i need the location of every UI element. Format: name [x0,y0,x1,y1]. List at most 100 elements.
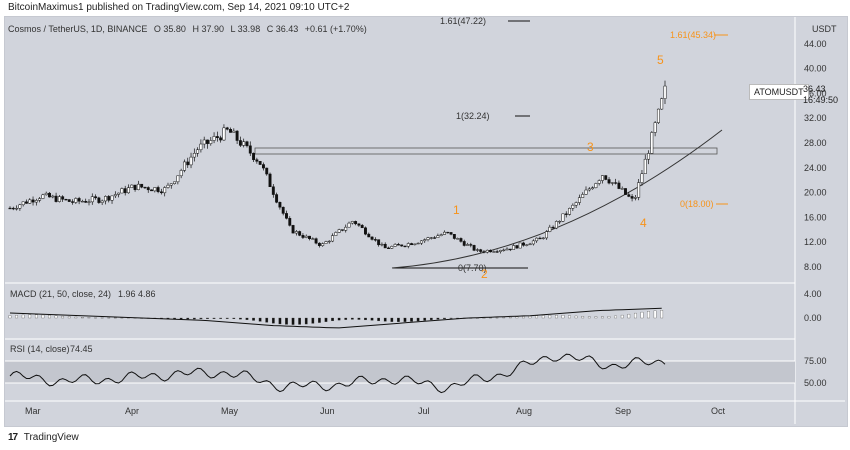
candle-body [179,170,183,177]
time-label-may: May [221,406,239,416]
candle-body [610,182,614,184]
chart-frame[interactable] [4,16,848,427]
price-tick: 40.00 [804,64,827,74]
macd-bar [528,316,532,319]
macd-bar [34,314,38,319]
rsi-label: RSI (14, close) [10,344,70,354]
candle-body [360,225,364,229]
candle-body [202,139,206,145]
candle-body [235,130,239,141]
candle-body [74,198,78,203]
time-label-mar: Mar [25,406,41,416]
candle-body [153,187,157,192]
candle-body [482,251,486,253]
macd-bar [304,317,308,325]
price-tick: 36.00 [804,88,827,98]
candle-body [558,220,562,223]
candle-body [604,175,608,180]
candle-body [182,161,186,171]
candle-body [192,153,196,158]
candle-body [222,127,226,141]
candle-body [311,238,315,240]
candle-body [396,244,400,246]
candle-body [633,197,637,199]
macd-bar [495,317,499,319]
price-tick: 20.00 [804,188,827,198]
candle-body [403,245,407,248]
macd-bar [8,315,12,319]
tradingview-logo[interactable]: 17 TradingView [8,432,79,443]
candle-body [495,251,499,253]
candle-body [607,179,611,184]
candle-body [304,235,308,238]
candle-body [380,243,384,246]
macd-bar [383,317,387,322]
candle-body [630,196,634,199]
candle-body [255,159,259,162]
macd-bar [594,316,598,319]
candle-body [34,200,38,203]
candle-body [640,173,644,183]
macd-bar [344,317,348,320]
candle-body [308,235,311,239]
candle-body [459,238,463,242]
macd-bar [410,317,413,322]
macd-bar [252,317,255,321]
price-tick: 44.00 [804,39,827,49]
candle-body [209,140,213,144]
symbol-info: Cosmos / TetherUS, 1D, BINANCE O 35.80 H… [8,24,371,34]
macd-histogram [8,310,664,325]
candle-body [248,145,252,154]
candle-body [498,250,502,252]
fib-label-147: 1.61(47.22) [440,16,486,26]
macd-bar [364,317,367,321]
rsi-line [9,353,666,394]
candle-body [261,164,265,169]
candle-body [169,183,173,186]
macd-bar [41,314,45,319]
macd-bar [107,317,111,319]
macd-bar [423,317,427,321]
macd-tick-0: 0.00 [804,313,822,323]
macd-bar [120,317,124,319]
candle-body [11,207,15,210]
parabolic-support-curve [391,129,723,269]
macd-bar [647,311,650,319]
macd-bar [278,317,282,325]
macd-bar [568,315,571,319]
macd-bar [179,317,183,320]
candle-body [271,186,275,195]
macd-bar [337,317,341,321]
macd-bar [574,315,578,319]
candle-body [314,238,318,244]
candle-body [123,188,127,194]
wave-label-5: 5 [657,53,664,67]
publish-line: BitcoinMaximus1 published on TradingView… [8,2,350,13]
macd-bar [291,317,295,325]
price-tick: 16.00 [804,212,827,222]
candle-body [90,196,94,203]
macd-bar [449,317,453,319]
candle-body [327,240,331,243]
macd-bar [397,317,400,322]
fib-label-1: 1(32.24) [456,111,490,121]
candle-body [581,194,585,198]
ohlc-low: L 33.98 [230,24,261,34]
candle-body [136,183,140,190]
macd-bar [350,317,354,320]
macd-bar [199,317,203,320]
rsi-band [5,361,795,383]
macd-bar [324,317,328,322]
candle-body [535,237,539,242]
candle-body [597,180,601,184]
macd-bar [522,316,525,319]
price-tick: 32.00 [804,113,827,123]
symbol-name[interactable]: Cosmos / TetherUS, 1D, BINANCE [8,24,148,34]
candle-body [541,237,545,239]
resistance-zone[interactable] [254,147,718,155]
macd-bar [390,317,394,322]
macd-bar [21,314,25,319]
macd-bar [81,317,84,319]
candle-body [617,182,621,189]
